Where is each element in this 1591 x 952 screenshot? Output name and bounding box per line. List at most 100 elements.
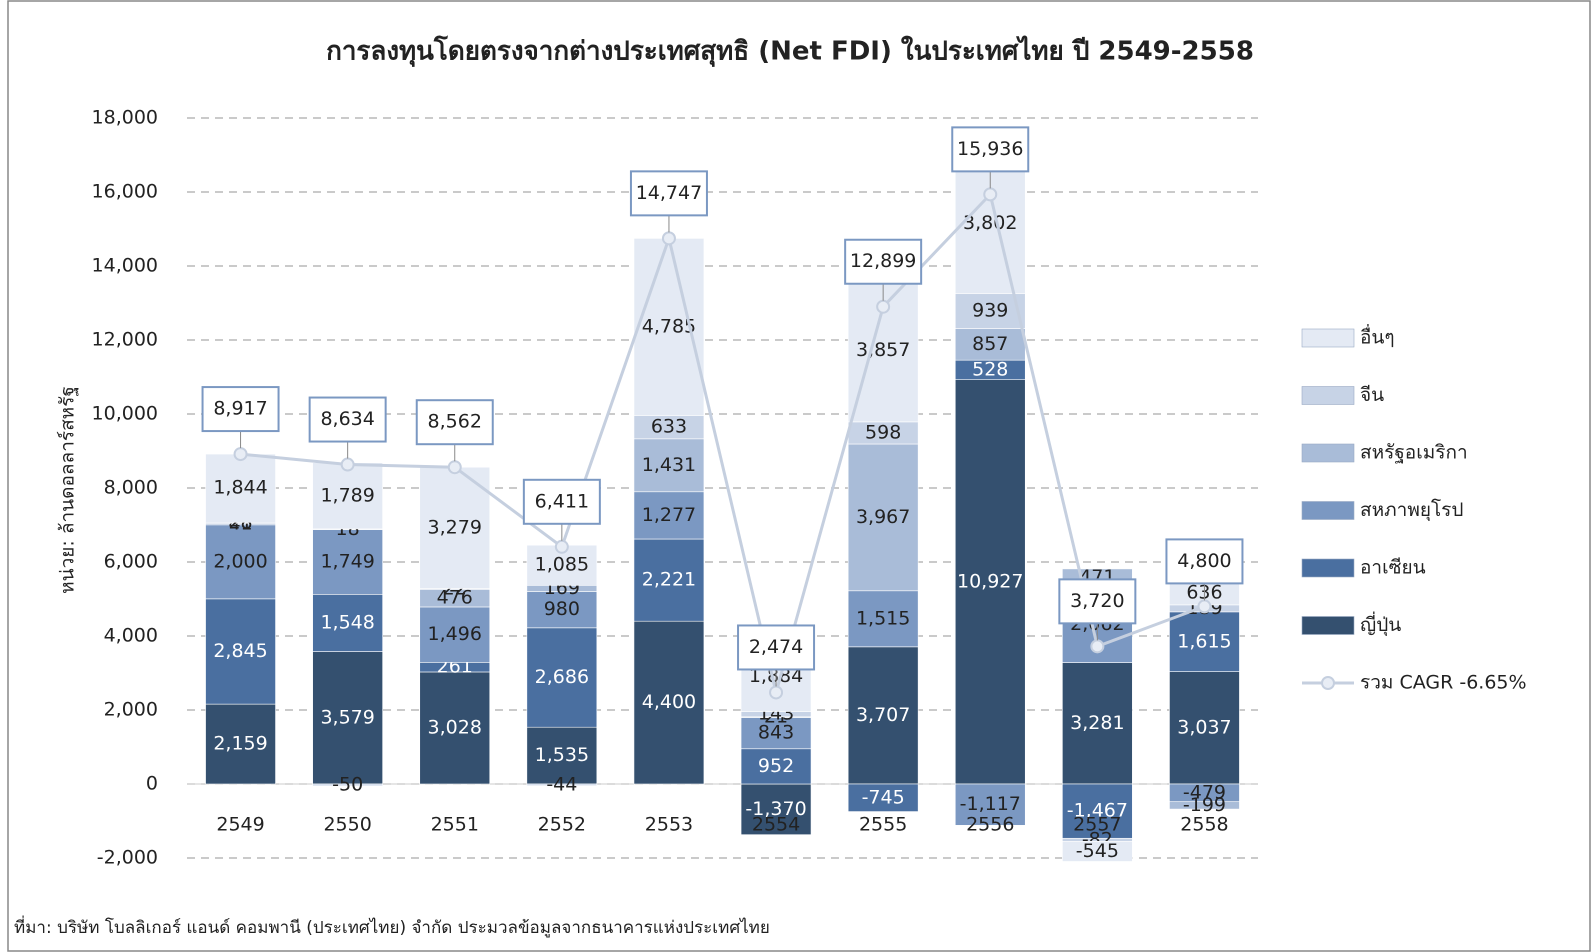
data-label: 10,927 — [957, 570, 1023, 592]
legend-label: จีน — [1360, 384, 1384, 406]
bar-segment — [633, 491, 705, 540]
total-label: 4,800 — [1177, 550, 1231, 572]
data-label: 2,845 — [213, 640, 267, 662]
legend-swatch — [1301, 558, 1355, 578]
y-tick-label: 2,000 — [104, 699, 158, 721]
x-tick-label: 2553 — [645, 814, 693, 836]
total-label: 6,411 — [535, 490, 589, 512]
total-line — [240, 191, 1205, 693]
bar-segment — [847, 443, 919, 592]
total-label: 12,899 — [850, 250, 916, 272]
x-tick-label: 2558 — [1180, 814, 1228, 836]
data-label: 3,857 — [856, 339, 910, 361]
bar-segment — [740, 748, 812, 785]
total-label: 14,747 — [636, 182, 702, 204]
y-tick-label: 10,000 — [92, 403, 158, 425]
data-label: 857 — [972, 333, 1008, 355]
total-marker — [554, 539, 569, 554]
data-label: 1,277 — [642, 504, 696, 526]
data-label: 3,967 — [856, 506, 910, 528]
data-label: 1,749 — [320, 550, 374, 572]
data-label: 939 — [972, 300, 1008, 322]
legend-label: อื่นๆ — [1360, 324, 1395, 349]
bar-segment — [526, 591, 598, 629]
bar-segment — [312, 783, 383, 787]
bar-segment — [312, 651, 383, 785]
data-label: -479 — [1183, 781, 1226, 803]
y-tick-label: 16,000 — [92, 181, 158, 203]
data-label: 3,579 — [320, 706, 374, 728]
x-tick-label: 2554 — [752, 814, 800, 836]
data-label: 2,159 — [213, 733, 267, 755]
y-tick-label: 4,000 — [104, 625, 158, 647]
data-label: 4,785 — [642, 315, 696, 337]
data-label: -1,370 — [745, 798, 806, 820]
legend-swatch — [1301, 328, 1355, 348]
x-tick-label: 2557 — [1073, 814, 1121, 836]
bar-segment — [740, 783, 812, 835]
total-label-box — [1058, 578, 1137, 625]
y-tick-label: 8,000 — [104, 477, 158, 499]
y-tick-label: 6,000 — [104, 551, 158, 573]
data-label: 952 — [758, 755, 794, 777]
total-label: 8,634 — [320, 408, 374, 430]
bar-segment — [1169, 671, 1240, 785]
x-tick-label: 2551 — [431, 814, 479, 836]
data-label: 2,221 — [642, 569, 696, 591]
bar-segment — [419, 671, 491, 785]
legend-label: สหภาพยุโรป — [1360, 498, 1463, 522]
data-label: 3,281 — [1070, 712, 1124, 734]
y-tick-label: 14,000 — [92, 255, 158, 277]
legend-swatch — [1301, 443, 1355, 463]
total-label: 8,917 — [213, 398, 267, 420]
x-tick-label: 2550 — [323, 814, 371, 836]
total-label-box — [844, 238, 923, 285]
data-label: 980 — [544, 598, 580, 620]
y-tick-label: 18,000 — [92, 107, 158, 129]
total-label-box — [308, 396, 387, 443]
data-label: -545 — [1076, 840, 1119, 862]
bar-segment — [1169, 801, 1240, 810]
total-marker — [233, 447, 248, 462]
data-label: 3,802 — [963, 212, 1017, 234]
bar-segment — [1062, 841, 1133, 862]
bar-segment — [526, 627, 598, 728]
legend-label: ญี่ปุ่น — [1360, 611, 1401, 637]
bar-segment — [847, 783, 919, 812]
total-marker — [769, 685, 784, 700]
data-label: 1,085 — [535, 554, 589, 576]
data-label: 1,615 — [1177, 630, 1231, 652]
bar-segment — [633, 438, 705, 493]
bar-segment — [633, 620, 705, 785]
x-tick-label: 2555 — [859, 814, 907, 836]
total-label-box — [737, 624, 816, 671]
data-label: 528 — [972, 358, 1008, 380]
data-label: -1,117 — [960, 793, 1021, 815]
data-label: 1,535 — [535, 744, 589, 766]
bar-segment — [954, 293, 1026, 329]
total-label-box — [951, 126, 1030, 173]
data-label: 2,000 — [213, 550, 267, 572]
data-label: -44 — [546, 773, 577, 795]
legend-label: สหรัฐอเมริกา — [1360, 442, 1468, 464]
bar-segment — [1169, 611, 1240, 672]
y-axis-label: หน่วย: ล้านดอลลาร์สหรัฐ — [57, 386, 79, 594]
x-tick-label: 2549 — [216, 814, 264, 836]
data-label: 633 — [651, 416, 687, 438]
total-label-box — [415, 399, 494, 446]
bar-segment — [419, 466, 491, 589]
total-label: 2,474 — [749, 636, 803, 658]
data-label: 1,431 — [642, 454, 696, 476]
legend-swatch — [1301, 616, 1355, 635]
total-marker — [1197, 599, 1212, 614]
y-tick-label: 0 — [146, 773, 158, 795]
legend-label: รวม CAGR -6.65% — [1360, 672, 1527, 694]
bar-segment — [847, 590, 919, 648]
legend-label: อาเซียน — [1360, 557, 1426, 579]
source-note: ที่มา: บริษัท โบลลิเกอร์ แอนด์ คอมพานี (… — [14, 915, 770, 938]
bar-segment — [205, 524, 276, 600]
bar-segment — [526, 783, 598, 786]
total-label-box — [1165, 538, 1244, 585]
